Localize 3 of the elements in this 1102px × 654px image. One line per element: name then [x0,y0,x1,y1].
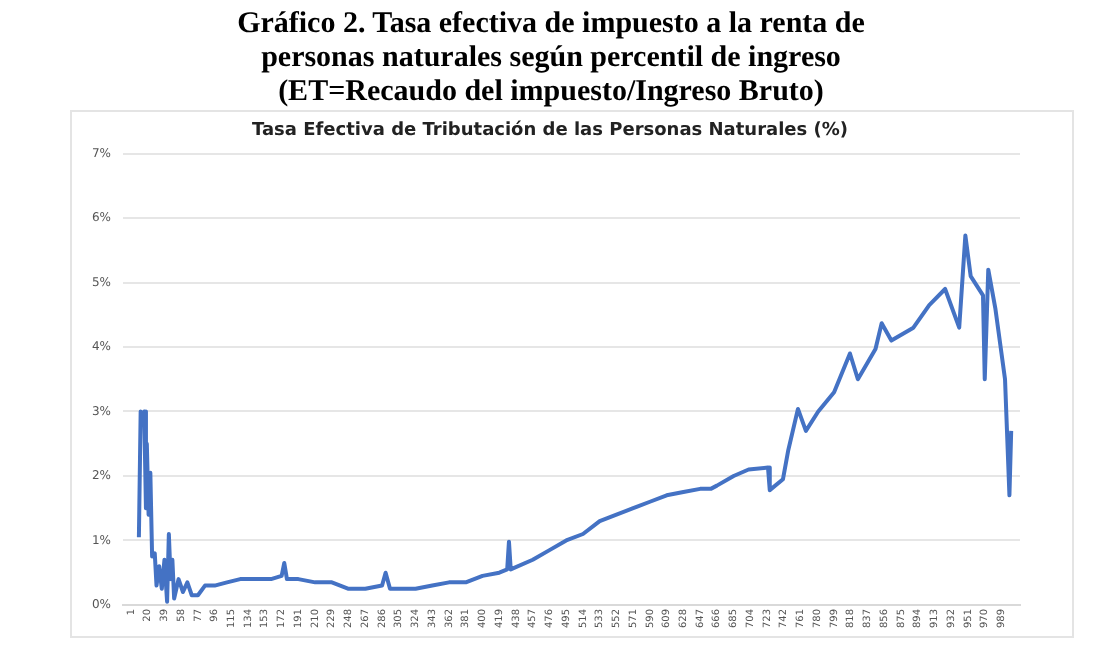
chart-subtitle: (ET=Recaudo del impuesto/Ingreso Bruto) [276,76,826,110]
text: Tasa Efectiva de Tributación de las Personas Naturales (%) [251,119,849,142]
chart-title: Gráfico 2. Tasa efectiva de impuesto a la renta de personas naturales según percentil de ingreso [235,6,867,76]
